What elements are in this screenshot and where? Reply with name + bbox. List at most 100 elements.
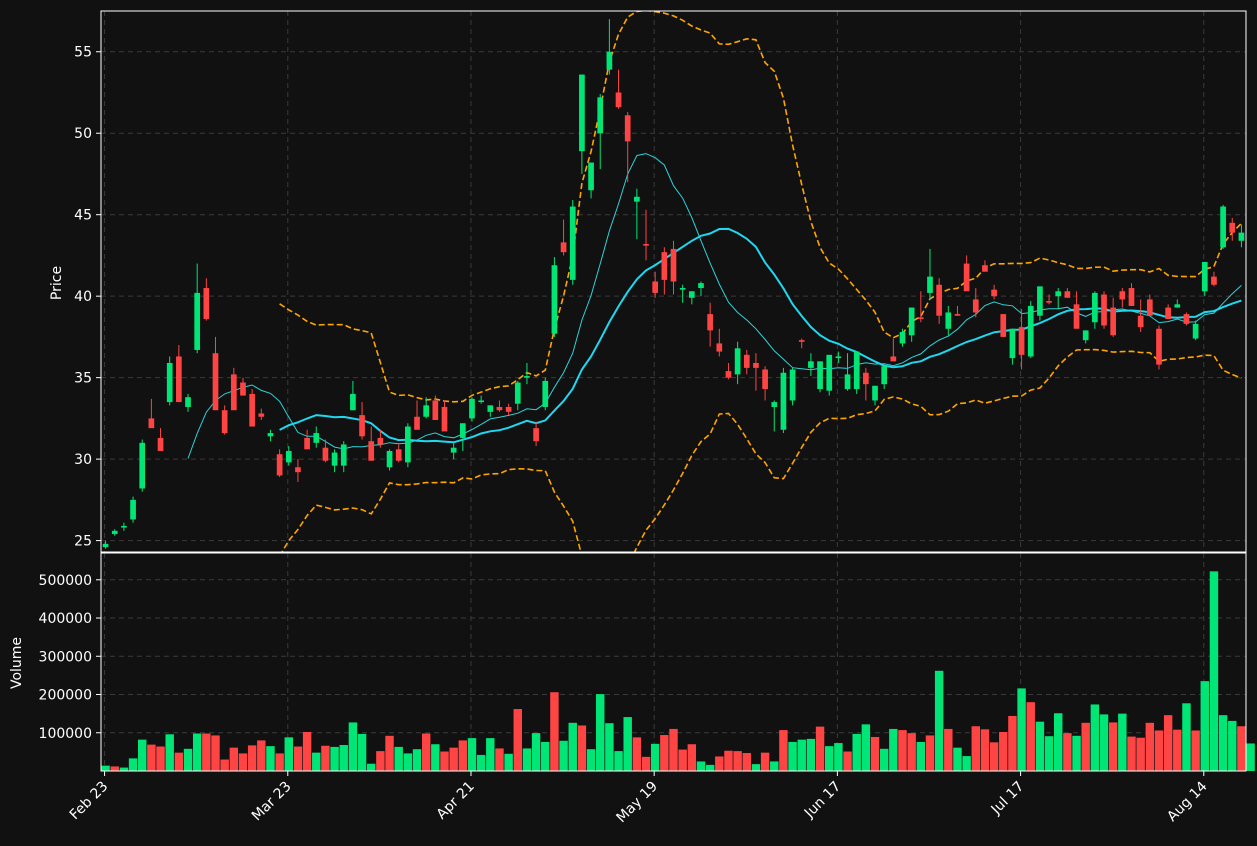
- candle-body: [826, 354, 833, 391]
- volume-bar: [1182, 703, 1191, 771]
- candle-body: [872, 385, 878, 401]
- candle-body: [844, 374, 851, 390]
- volume-bar: [953, 747, 962, 771]
- volume-bar: [467, 738, 477, 771]
- candle-body: [405, 426, 411, 463]
- candle-body: [615, 92, 622, 108]
- volume-bar: [705, 764, 715, 771]
- volume-bar: [660, 735, 669, 771]
- candle-body: [377, 437, 384, 445]
- volume-bar: [339, 744, 348, 771]
- candle-body: [249, 393, 255, 427]
- volume-bar: [101, 765, 110, 771]
- price-candles: [102, 19, 1245, 549]
- candle-body: [487, 405, 494, 412]
- candle-body: [212, 353, 219, 411]
- candle-body: [1174, 304, 1181, 308]
- candle-body: [936, 284, 942, 316]
- candle-body: [157, 437, 164, 451]
- price-tick-label: 55: [74, 45, 92, 61]
- volume-bar: [669, 728, 678, 771]
- candle-body: [1192, 323, 1199, 339]
- volume-bar: [138, 739, 147, 771]
- volume-bar: [852, 733, 861, 771]
- volume-bar: [760, 752, 770, 771]
- volume-bar: [476, 754, 486, 771]
- volume-bar: [1108, 722, 1118, 771]
- candle-body: [1092, 292, 1098, 323]
- volume-bar: [1118, 713, 1127, 771]
- candle-body: [853, 351, 860, 390]
- volume-bar: [513, 709, 522, 771]
- candle-body: [789, 369, 796, 401]
- volume-bar: [247, 745, 257, 771]
- volume-bar: [266, 746, 275, 771]
- volume-bar: [806, 738, 816, 771]
- candle-body: [432, 400, 439, 421]
- volume-bar: [898, 730, 907, 771]
- volume-bar: [440, 751, 449, 771]
- candle-body: [496, 406, 503, 411]
- volume-bar: [934, 670, 944, 771]
- volume-bar: [431, 744, 440, 771]
- volume-bar: [394, 746, 403, 771]
- volume-bar: [614, 751, 623, 771]
- volume-tick-label: 300000: [39, 649, 92, 665]
- volume-bar: [1081, 722, 1090, 771]
- panel-frames: [100, 10, 1247, 772]
- candle-body: [414, 416, 420, 430]
- candle-body: [698, 283, 704, 289]
- candle-body: [734, 348, 741, 375]
- candle-body: [514, 382, 521, 404]
- volume-bar: [1127, 736, 1136, 771]
- volume-panel-frame: [100, 552, 1247, 772]
- candle-body: [423, 405, 430, 417]
- bollinger-lower-line: [281, 348, 1242, 552]
- volume-bar: [183, 748, 193, 771]
- volume-bar: [486, 738, 495, 771]
- volume-bar: [192, 733, 202, 771]
- candle-body: [340, 444, 347, 466]
- volume-bar: [119, 767, 129, 771]
- candle-body: [670, 248, 677, 282]
- candle-body: [643, 244, 649, 246]
- candle-body: [725, 371, 732, 378]
- volume-bar: [971, 726, 980, 771]
- candle-body: [762, 369, 768, 390]
- volume-bar: [1173, 729, 1182, 771]
- candle-body: [322, 447, 329, 461]
- volume-bar: [632, 737, 642, 771]
- price-tick-label: 50: [74, 126, 92, 142]
- volume-bar: [650, 743, 660, 771]
- volume-bar: [495, 748, 504, 771]
- candle-body: [285, 450, 292, 463]
- volume-bar: [879, 748, 889, 771]
- candle-body: [1201, 261, 1208, 292]
- volume-bar: [577, 725, 587, 771]
- volume-bar: [330, 746, 339, 771]
- volume-bar: [257, 740, 266, 771]
- candle-body: [1146, 299, 1153, 316]
- volume-bar: [275, 753, 284, 771]
- volume-bar: [1044, 736, 1054, 771]
- candle-body: [295, 467, 301, 473]
- volume-bar: [641, 756, 651, 771]
- volume-bar: [724, 750, 733, 771]
- candle-body: [478, 400, 484, 403]
- candle-body: [1165, 307, 1171, 319]
- volume-bar: [825, 746, 834, 771]
- candle-body: [130, 499, 136, 520]
- volume-bar: [623, 717, 632, 771]
- volume-tick-label: 500000: [39, 573, 92, 589]
- candle-body: [542, 380, 549, 407]
- volume-bar: [421, 733, 431, 771]
- volume-bar: [174, 752, 184, 771]
- volume-axis-label: Volume: [9, 637, 25, 689]
- candle-body: [551, 265, 558, 334]
- volume-bar: [504, 753, 513, 771]
- volume-bar: [1209, 571, 1219, 771]
- candle-body: [1128, 288, 1135, 306]
- y-axis-ticks: 25 30 35 40 45 50 55 100000 200000 300000 400000 50…: [39, 45, 101, 742]
- volume-bar: [147, 744, 156, 771]
- volume-bar: [403, 753, 413, 771]
